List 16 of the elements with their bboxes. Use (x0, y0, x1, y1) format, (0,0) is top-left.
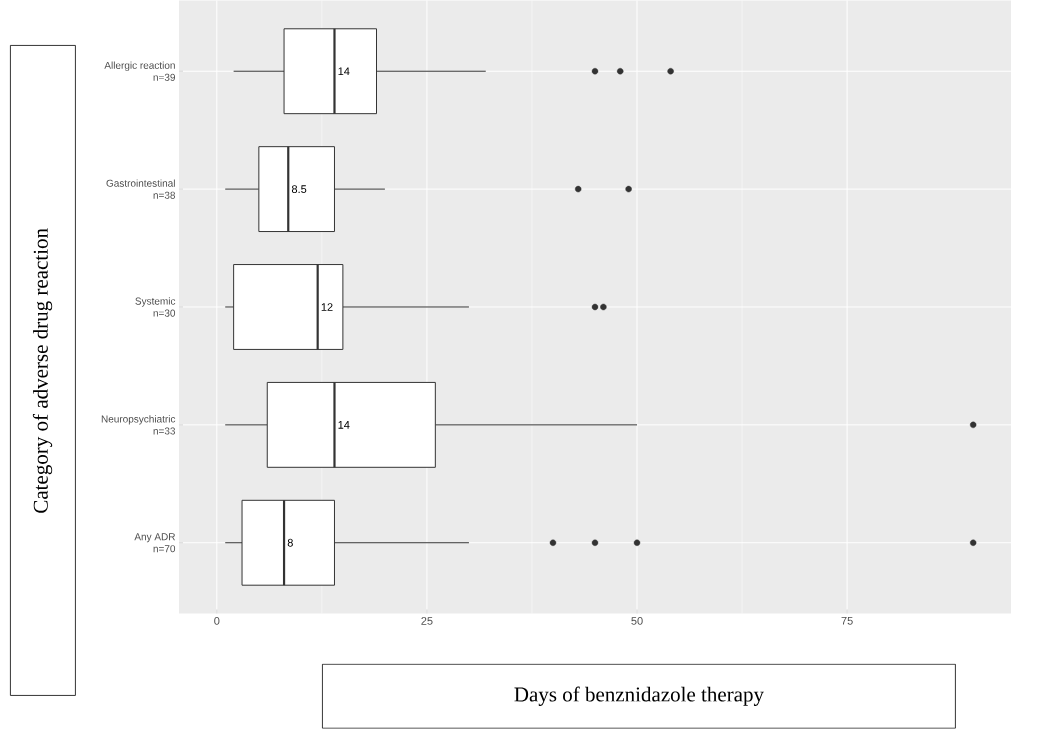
y-tick-label: Neuropsychiatric n=33 (101, 415, 176, 435)
x-tick-label: 75 (841, 617, 853, 625)
x-axis-title: Days of benznidazole therapy (514, 686, 764, 707)
x-tick-label: 0 (214, 617, 220, 625)
annotation: 12 (321, 303, 333, 312)
y-axis-title: Category of adverse drug reaction (32, 228, 53, 514)
annotation: 14 (338, 67, 350, 76)
y-tick-label: Systemic n=30 (135, 297, 176, 317)
x-tick-label: 50 (631, 617, 643, 625)
annotation: 14 (338, 421, 350, 429)
annotation: 8 (287, 539, 293, 547)
y-tick-label: Gastrointestinal n=38 (106, 179, 176, 199)
annotation: 8.5 (291, 185, 307, 194)
x-tick-label: 25 (421, 617, 433, 625)
y-tick-label: Allergic reaction n=39 (104, 61, 176, 82)
y-tick-label: Any ADR n=70 (134, 533, 176, 553)
